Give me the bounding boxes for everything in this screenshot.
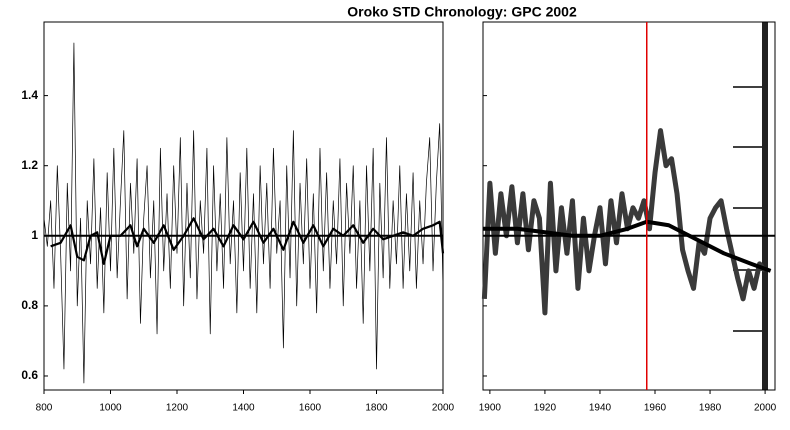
plot-frame (482, 21, 776, 391)
x-tick-label: 1900 (479, 403, 502, 414)
data-line (483, 219, 772, 273)
edge-band (762, 22, 768, 390)
y-tick-label: 0.6 (21, 368, 38, 382)
x-tick-label: 1940 (589, 403, 612, 414)
x-tick-label: 1200 (166, 403, 189, 414)
x-tick-label: 2000 (432, 403, 455, 414)
chart-title: Oroko STD Chronology: GPC 2002 (347, 4, 577, 20)
y-tick-label: 0.8 (21, 298, 38, 312)
y-tick-label: 1.4 (21, 88, 38, 102)
x-tick-label: 2000 (754, 403, 777, 414)
x-tick-label: 1920 (534, 403, 557, 414)
data-line (43, 42, 444, 384)
x-tick-label: 1980 (699, 403, 722, 414)
x-tick-label: 1600 (299, 403, 322, 414)
y-tick-label: 1 (31, 228, 38, 242)
data-line (481, 128, 768, 316)
x-tick-label: 1800 (365, 403, 388, 414)
x-tick-label: 1000 (99, 403, 122, 414)
x-tick-label: 1960 (644, 403, 667, 414)
x-tick-label: 800 (36, 403, 53, 414)
x-tick-label: 1400 (232, 403, 255, 414)
data-line (50, 217, 445, 265)
y-tick-label: 1.2 (21, 158, 38, 172)
